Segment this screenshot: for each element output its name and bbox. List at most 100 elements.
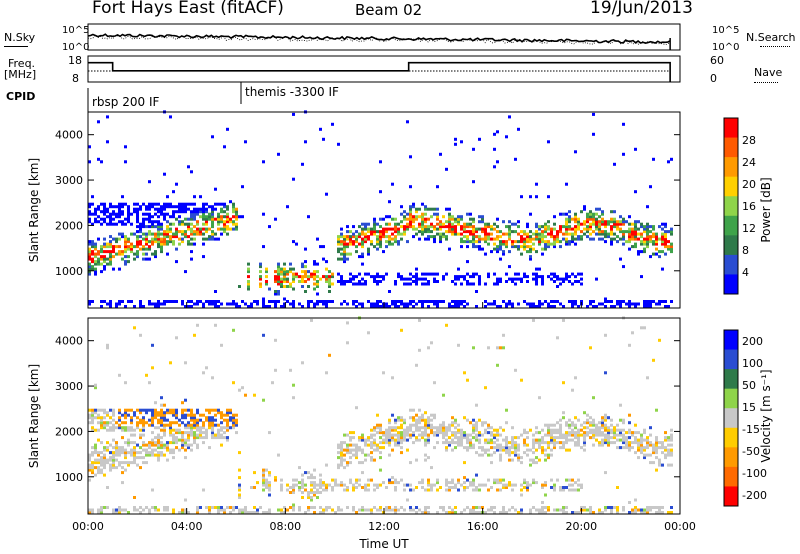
velocity-cell-991	[391, 436, 394, 440]
velocity-cell-1143	[427, 418, 430, 422]
power-cell-1227	[439, 227, 442, 231]
velocity-cell-1802	[616, 508, 619, 512]
power-cell-871	[343, 237, 346, 241]
velocity-cell-469	[190, 448, 193, 452]
velocity-cell-116	[109, 421, 112, 425]
power-cell-898	[352, 240, 355, 244]
velocity-cell-1518	[532, 318, 535, 322]
velocity-cell-1604	[559, 508, 562, 512]
velocity-cell-344	[160, 436, 163, 440]
power-cell-14	[88, 220, 91, 224]
velocity-cell-510	[199, 433, 202, 437]
velocity-cell-1447	[511, 458, 514, 462]
velocity-cell-893	[364, 483, 367, 487]
velocity-cell-312	[154, 453, 157, 457]
power-cell-1622	[550, 242, 553, 246]
power-cell-1932	[643, 227, 646, 231]
power-cell-722	[283, 262, 286, 266]
power-cell-381	[166, 202, 169, 206]
velocity-cell-1295	[472, 508, 475, 512]
velocity-cell-866	[355, 451, 358, 455]
velocity-cell-300	[151, 431, 154, 435]
velocity-cell-1890	[643, 428, 646, 432]
velocity-cell-184	[124, 448, 127, 452]
power-cell-1736	[580, 222, 583, 226]
velocity-cell-436	[181, 416, 184, 420]
power-cell-710	[280, 270, 283, 274]
power-cell-449	[187, 305, 190, 308]
velocity-cell-289	[148, 418, 151, 422]
power-cell-320	[157, 305, 160, 308]
power-cell-1889	[631, 235, 634, 239]
velocity-cell-1045	[403, 421, 406, 425]
velocity-cell-40	[94, 416, 97, 420]
velocity-cell-985	[388, 418, 391, 422]
power-cell-84	[103, 245, 106, 249]
velocity-cell-280	[145, 373, 148, 377]
power-cell-1631	[553, 272, 556, 276]
power-cell-463	[190, 257, 193, 261]
power-cell-873	[346, 302, 349, 306]
power-cell-569	[217, 305, 220, 308]
velocity-cell-1525	[535, 438, 538, 442]
velocity-cell-351	[160, 411, 163, 415]
velocity-cell-423	[178, 428, 181, 432]
velocity-cell-1249	[457, 428, 460, 432]
velocity-cell-1079	[415, 458, 418, 462]
power-cell-963	[370, 227, 373, 231]
power-cell-125	[109, 202, 112, 206]
power-cell-168	[121, 222, 124, 226]
velocity-cell-1485	[523, 451, 526, 455]
power-cell-135	[112, 210, 115, 214]
velocity-cell-160	[118, 418, 121, 422]
power-cell-869	[343, 242, 346, 246]
power-cell-349	[160, 212, 163, 216]
power-cell-1324	[466, 240, 469, 244]
velocity-cell-1193	[445, 483, 448, 487]
power-cell-695	[277, 280, 280, 283]
velocity-cell-1391	[496, 443, 499, 447]
velocity-cell-1263	[463, 486, 466, 489]
power-cell-1847	[616, 220, 619, 224]
power-cell-946	[367, 300, 370, 303]
power-cell-1609	[547, 245, 550, 249]
title-bar: Fort Hays East (fitACF) Beam 02 19/Jun/2…	[0, 0, 800, 26]
power-cell-924	[361, 277, 364, 281]
power-cell-906	[355, 250, 358, 254]
velocity-cell-80	[103, 463, 106, 467]
power-cell-1547	[532, 305, 535, 308]
velocity-cell-1236	[454, 433, 457, 437]
velocity-cell-1403	[499, 456, 502, 460]
power-cell-1271	[454, 302, 457, 306]
velocity-cell-105	[106, 346, 109, 350]
velocity-cell-313	[154, 448, 157, 452]
velocity-colorbar-tick-4: -15	[742, 423, 760, 436]
power-cell-1450	[502, 242, 505, 246]
velocity-cell-1323	[475, 403, 478, 407]
power-cell-588	[223, 230, 226, 234]
power-cell-1719	[577, 280, 580, 283]
power-cell-1340	[472, 282, 475, 286]
power-cell-498	[196, 210, 199, 214]
velocity-cell-1872	[640, 508, 643, 512]
velocity-cell-168	[121, 466, 124, 470]
velocity-cell-944	[379, 468, 382, 472]
power-cell-900	[352, 232, 355, 236]
power-cell-1403	[487, 225, 490, 229]
power-cell-1601	[544, 235, 547, 239]
velocity-cell-827	[343, 433, 346, 437]
power-cell-896	[352, 275, 355, 279]
velocity-cell-1636	[565, 438, 568, 442]
velocity-cell-776	[322, 508, 325, 512]
velocity-cell-1426	[505, 451, 508, 455]
power-cell-1661	[562, 237, 565, 241]
velocity-cell-636	[238, 468, 241, 472]
power-cell-143	[115, 222, 118, 226]
velocity-cell-337	[157, 413, 160, 417]
velocity-cell-1770	[604, 418, 607, 422]
velocity-cell-1503	[529, 463, 532, 467]
power-cell-864	[343, 255, 346, 259]
power-cell-1449	[502, 250, 505, 254]
power-cell-46	[94, 220, 97, 224]
velocity-cell-1394	[496, 431, 499, 435]
